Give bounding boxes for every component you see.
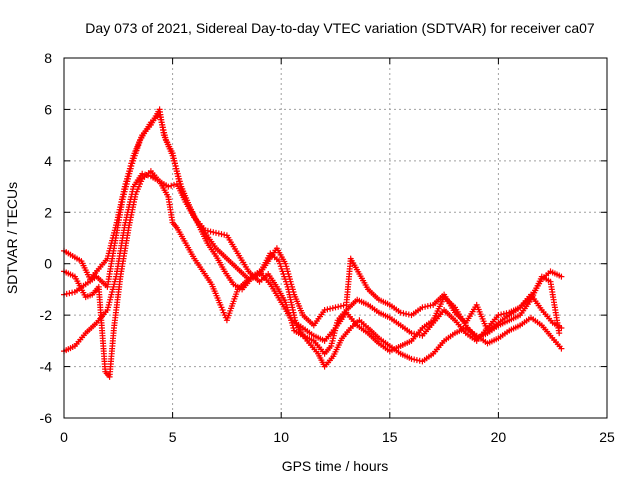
y-axis-label: SDTVAR / TECUs — [4, 182, 20, 294]
x-tick-label: 5 — [169, 429, 177, 445]
axes: 0 5 10 15 20 25 -6 -4 -2 0 2 4 6 8 — [40, 50, 615, 445]
x-tick-label: 0 — [60, 429, 68, 445]
y-tick-label: 0 — [44, 256, 52, 272]
x-axis-label: GPS time / hours — [282, 458, 389, 474]
y-tick-label: 8 — [44, 50, 52, 66]
plot-area — [61, 106, 565, 380]
chart-title: Day 073 of 2021, Sidereal Day-to-day VTE… — [85, 20, 595, 36]
x-tick-label: 20 — [491, 429, 507, 445]
y-tick-label: 4 — [44, 153, 52, 169]
y-tick-label: -6 — [40, 410, 53, 426]
x-tick-label: 25 — [599, 429, 615, 445]
grid — [64, 58, 607, 418]
y-tick-label: -2 — [40, 307, 53, 323]
x-tick-label: 10 — [273, 429, 289, 445]
series-track-c — [61, 106, 565, 334]
plot-frame — [63, 57, 608, 419]
y-tick-label: -4 — [40, 359, 53, 375]
y-tick-label: 6 — [44, 101, 52, 117]
x-tick-label: 15 — [382, 429, 398, 445]
y-tick-label: 2 — [44, 204, 52, 220]
